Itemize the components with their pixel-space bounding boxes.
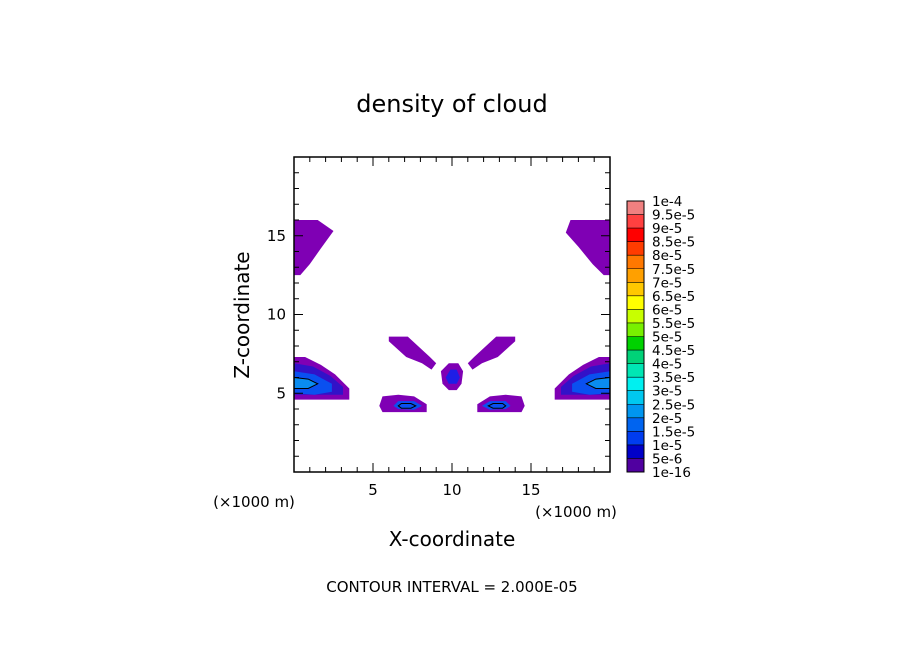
colorbar-label: 4.5e-5 [652, 343, 695, 359]
colorbar-swatch [627, 228, 644, 242]
colorbar-swatch [627, 336, 644, 351]
x-tick-label: 15 [521, 481, 540, 499]
region-right-cloud-center [586, 377, 610, 389]
colorbar-label: 9e-5 [652, 221, 682, 237]
colorbar-label: 8e-5 [652, 248, 682, 264]
contour-fill-regions [294, 220, 610, 413]
colorbar-swatch [627, 309, 644, 324]
region-left-cloud-center [294, 377, 318, 389]
colorbar-swatch [627, 241, 644, 256]
colorbar-swatch [627, 214, 644, 229]
colorbar-swatch [627, 350, 644, 364]
colorbar-swatch [627, 417, 644, 432]
colorbar-swatch [627, 282, 644, 297]
x-unit-label: (×1000 m) [213, 493, 295, 511]
colorbar-label: 3.5e-5 [652, 370, 695, 386]
colorbar-swatch [627, 295, 644, 310]
chart-title: density of cloud [356, 90, 547, 118]
y-tick-label: 10 [267, 306, 286, 324]
x-axis-label: X-coordinate [389, 527, 516, 551]
colorbar-swatch [627, 404, 644, 419]
colorbar-swatch [627, 268, 644, 283]
colorbar-swatch [627, 201, 644, 215]
colorbar-swatch [627, 431, 644, 446]
x-tick-label: 5 [368, 481, 378, 499]
contour-lower-left-contour [397, 403, 417, 409]
colorbar-swatch [627, 322, 644, 337]
plot-axes: 5 10 15 5 10 15 [267, 156, 611, 499]
colorbar-swatch [627, 458, 644, 473]
colorbar-label: 7.5e-5 [652, 262, 695, 278]
region-center-blob-core [445, 369, 460, 384]
plot-frame [293, 156, 611, 473]
colorbar-label: 6e-5 [652, 302, 682, 318]
region-left-arm [388, 336, 437, 370]
region-right-arm [467, 336, 516, 370]
x-tick-label: 10 [442, 481, 461, 499]
colorbar-swatch [627, 255, 644, 270]
colorbar-label: 2e-5 [652, 411, 682, 427]
colorbar-label: 2.5e-5 [652, 397, 695, 413]
y-axis-label: Z-coordinate [230, 251, 254, 378]
z-unit-label: (×1000 m) [535, 503, 617, 521]
region-upper-left-cloud [294, 220, 334, 276]
y-tick-label: 15 [267, 227, 286, 245]
region-upper-right-cloud [565, 220, 610, 276]
colorbar: 1e-49.5e-59e-58.5e-58e-57.5e-57e-56.5e-5… [626, 194, 695, 481]
colorbar-label: 5e-5 [652, 330, 682, 346]
colorbar-label: 7e-5 [652, 275, 682, 291]
colorbar-label: 8.5e-5 [652, 235, 695, 251]
colorbar-label: 1.5e-5 [652, 424, 695, 440]
colorbar-label: 5e-6 [652, 451, 682, 467]
contour-interval-note: CONTOUR INTERVAL = 2.000E-05 [326, 578, 577, 596]
colorbar-swatch [627, 363, 644, 378]
colorbar-swatch [627, 444, 644, 459]
colorbar-label: 1e-5 [652, 438, 682, 454]
colorbar-swatch [627, 377, 644, 391]
contour-lower-right-contour [487, 403, 507, 409]
colorbar-label: 9.5e-5 [652, 208, 695, 224]
colorbar-label: 6.5e-5 [652, 289, 695, 305]
colorbar-label: 1e-16 [652, 465, 691, 481]
colorbar-swatch [627, 390, 644, 405]
colorbar-label: 3e-5 [652, 384, 682, 400]
colorbar-label: 5.5e-5 [652, 316, 695, 332]
colorbar-label: 1e-4 [652, 194, 682, 210]
y-tick-label: 5 [276, 384, 286, 402]
colorbar-label: 4e-5 [652, 357, 682, 373]
